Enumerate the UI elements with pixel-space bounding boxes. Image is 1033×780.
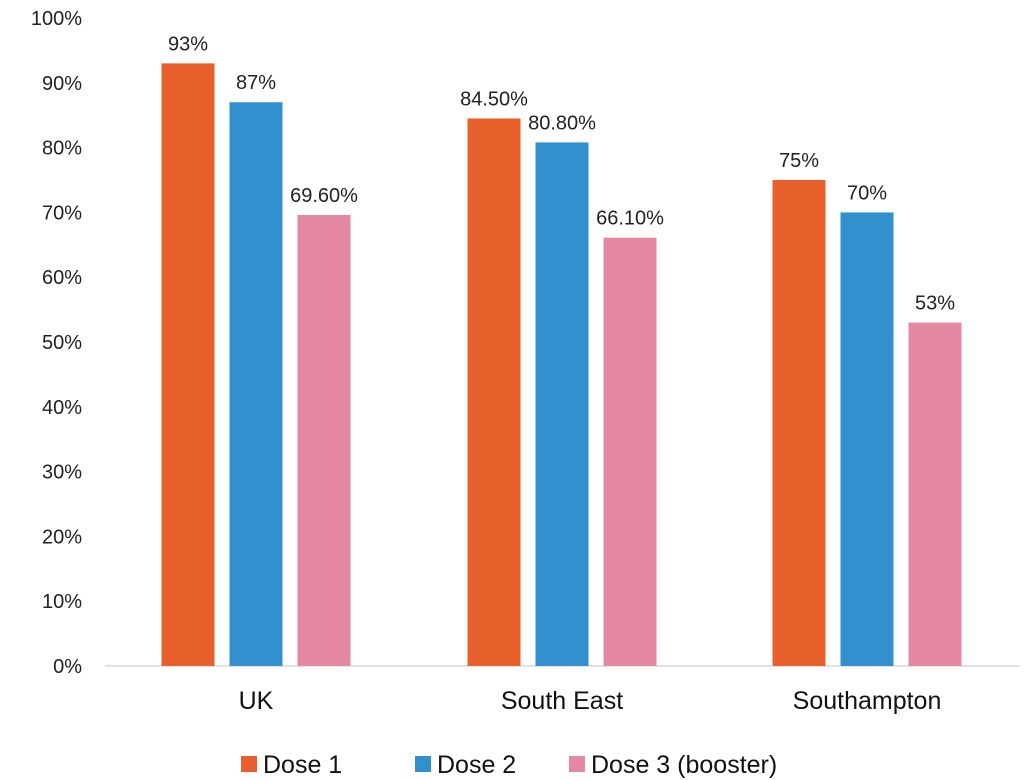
category-labels: UK South East Southampton: [239, 687, 942, 715]
category-label: UK: [239, 687, 274, 715]
data-labels-group: 93% 87% 69.60% 84.50%80.80% 66.10% 75% 70% 53%: [168, 33, 955, 314]
y-tick-label: 40%: [42, 397, 82, 419]
y-tick-label: 50%: [42, 332, 82, 354]
legend-swatch: [569, 756, 585, 772]
y-axis-tick-labels: 0% 10% 20% 30% 40% 50% 60% 70% 80% 90% 100%: [31, 8, 82, 678]
bar-dose-1-south-east: [467, 118, 521, 666]
y-tick-label: 80%: [42, 138, 82, 160]
y-tick-label: 0%: [53, 656, 82, 678]
y-tick-label: 90%: [42, 73, 82, 95]
data-label: 93%: [168, 33, 208, 55]
legend-label: Dose 2: [437, 751, 516, 779]
legend-swatch: [415, 756, 431, 772]
bar-dose-3-booster-south-east: [603, 237, 657, 666]
data-label: 84.50%: [460, 88, 528, 110]
bar-dose-3-booster-southampton: [908, 322, 962, 666]
data-label: 53%: [915, 293, 955, 315]
legend-label: Dose 1: [263, 751, 342, 779]
data-label: 69.60%: [290, 185, 358, 207]
bars-group: [161, 63, 962, 667]
category-label: South East: [501, 687, 623, 715]
data-label: 87%: [236, 72, 276, 94]
category-label: Southampton: [793, 687, 942, 715]
bar-dose-2-southampton: [840, 212, 894, 666]
y-tick-label: 20%: [42, 526, 82, 548]
y-tick-label: 100%: [31, 8, 82, 30]
y-tick-label: 70%: [42, 202, 82, 224]
data-label: 80.80%: [528, 112, 596, 134]
data-label: 66.10%: [596, 208, 664, 230]
data-label: 75%: [779, 150, 819, 172]
y-tick-label: 10%: [42, 591, 82, 613]
data-label: 70%: [847, 182, 887, 204]
legend-swatch: [241, 756, 257, 772]
bar-dose-3-booster-uk: [297, 214, 351, 666]
bar-dose-2-south-east: [535, 142, 589, 666]
bar-dose-2-uk: [229, 102, 283, 667]
bar-dose-1-southampton: [772, 180, 826, 666]
legend-label: Dose 3 (booster): [591, 751, 777, 779]
y-tick-label: 60%: [42, 267, 82, 289]
legend: Dose 1 Dose 2 Dose 3 (booster): [241, 751, 777, 779]
bar-dose-1-uk: [161, 63, 215, 667]
y-tick-label: 30%: [42, 462, 82, 484]
